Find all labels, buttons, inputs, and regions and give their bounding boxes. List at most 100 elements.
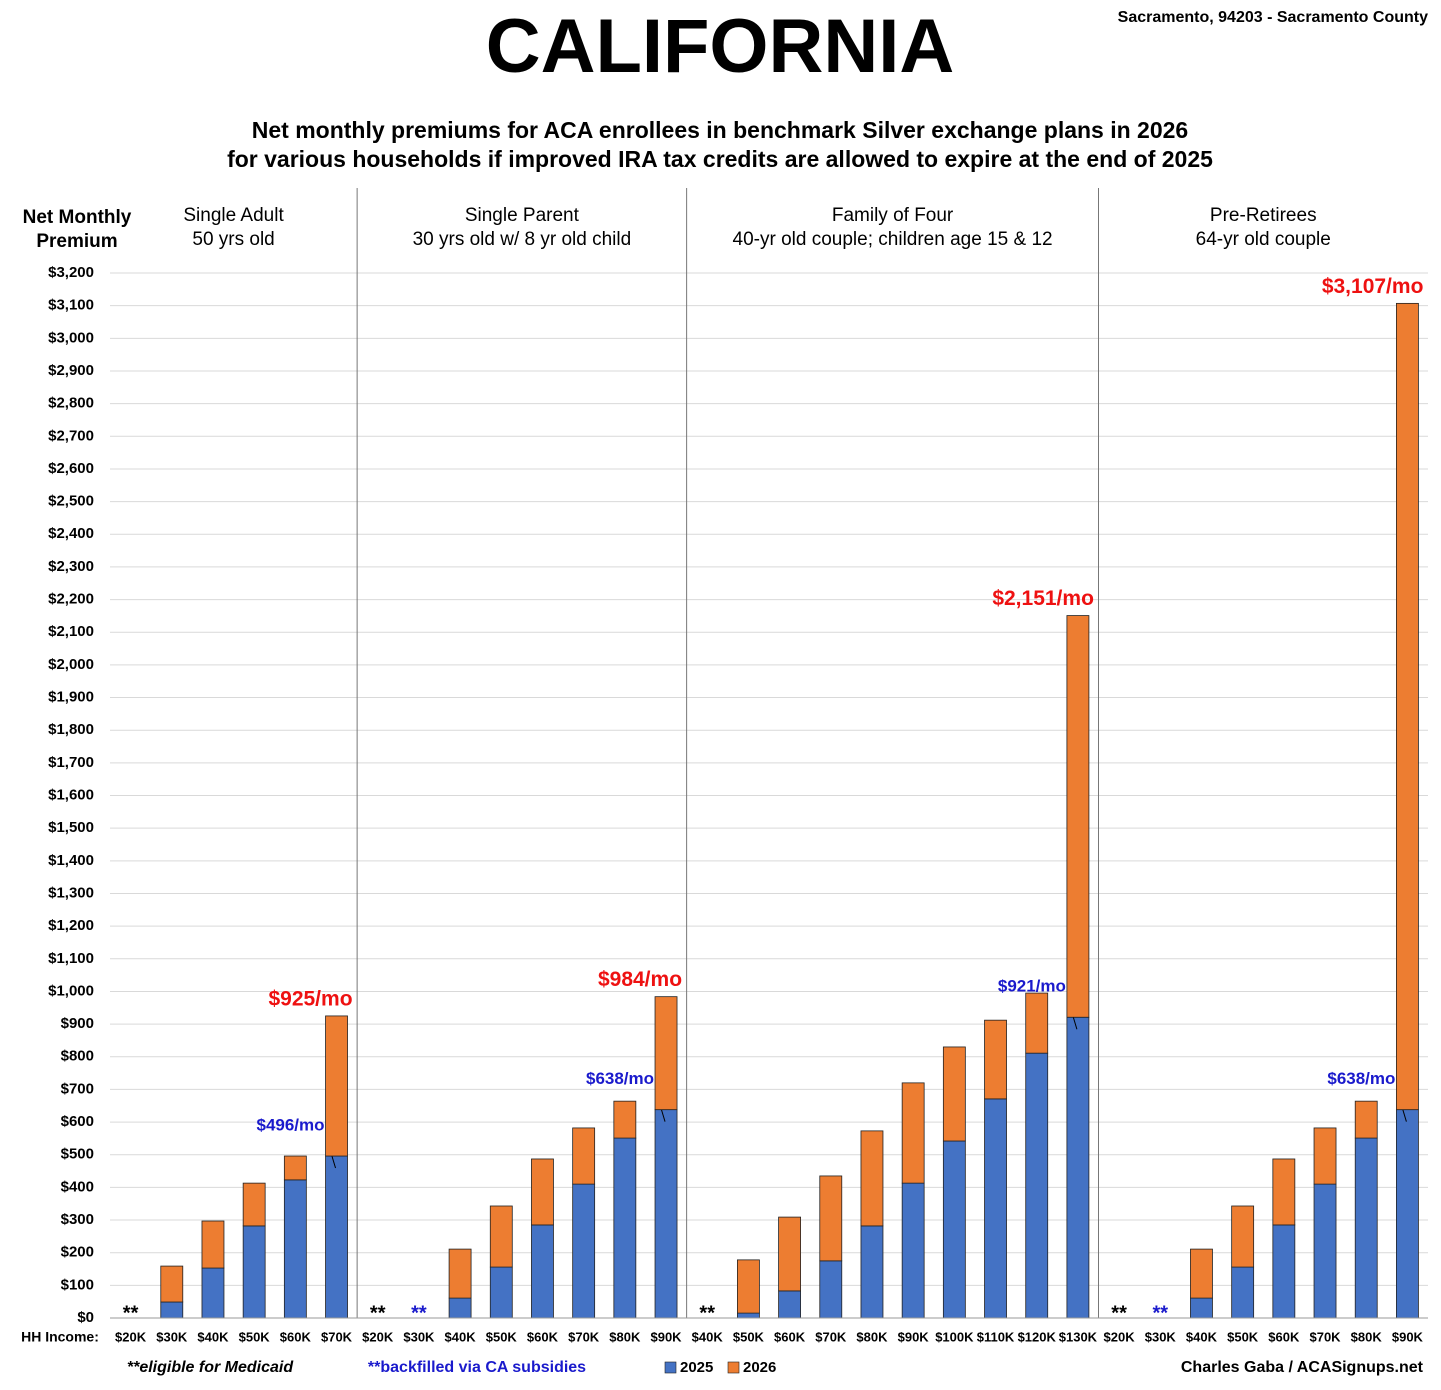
x-tick-label: $90K	[898, 1329, 930, 1344]
bar-segment	[860, 1130, 884, 1227]
x-tick-label: $40K	[1186, 1329, 1218, 1344]
note-mark: **	[123, 1302, 139, 1324]
bar-segment	[572, 1183, 596, 1319]
y-tick-label: $900	[61, 1015, 94, 1032]
bar-segment	[1025, 1052, 1049, 1319]
y-tick-label: $2,700	[48, 427, 94, 444]
bar-segment	[1231, 1266, 1255, 1319]
y-tick-label: $2,200	[48, 591, 94, 608]
bar-segment	[283, 1155, 307, 1181]
y-tick-label: $2,000	[48, 656, 94, 673]
location: Sacramento, 94203 - Sacramento County	[1118, 9, 1428, 26]
y-tick-label: $1,700	[48, 754, 94, 771]
bar-segment	[325, 1015, 348, 1157]
legend-label: 2026	[743, 1359, 776, 1376]
y-tick-label: $1,900	[48, 689, 94, 706]
bar-segment	[160, 1301, 184, 1319]
y-tick-label: $0	[77, 1309, 94, 1326]
bar-segment	[1396, 1109, 1419, 1319]
bar-segment	[242, 1225, 266, 1319]
legend-swatch	[664, 1361, 677, 1374]
y-tick-label: $3,200	[48, 264, 94, 281]
x-tick-label: $70K	[568, 1329, 600, 1344]
bar-segment	[1313, 1127, 1337, 1185]
bar-segment	[654, 1109, 678, 1319]
bar-segment	[1354, 1137, 1378, 1319]
note-mark: **	[1152, 1302, 1168, 1324]
x-tick-label: $90K	[650, 1329, 682, 1344]
y-tick-label: $1,100	[48, 950, 94, 967]
y-tick-label: $200	[61, 1244, 94, 1261]
note-mark: **	[699, 1302, 715, 1324]
subtitle: Net monthly premiums for ACA enrollees i…	[252, 117, 1188, 143]
x-tick-label: $70K	[1309, 1329, 1341, 1344]
bar-segment	[901, 1082, 925, 1184]
y-axis-label: Premium	[36, 231, 117, 252]
group-subtitle: 64-yr old couple	[1196, 229, 1331, 250]
x-tick-label: $80K	[1351, 1329, 1383, 1344]
bar-segment	[531, 1158, 554, 1226]
y-tick-label: $3,000	[48, 329, 94, 346]
value-label: $638/mo	[586, 1069, 654, 1088]
group-title: Single Parent	[465, 205, 580, 226]
bar-segment	[778, 1290, 801, 1319]
y-tick-label: $800	[61, 1048, 94, 1065]
y-axis-label: Net Monthly	[23, 207, 132, 228]
bar-segment	[489, 1205, 513, 1268]
bar-segment	[1190, 1248, 1213, 1299]
group-title: Pre-Retirees	[1210, 205, 1317, 226]
bar-segment	[984, 1019, 1007, 1100]
bar-segment	[901, 1182, 925, 1319]
x-tick-label: $50K	[733, 1329, 765, 1344]
y-tick-label: $1,200	[48, 917, 94, 934]
x-tick-label: $30K	[156, 1329, 188, 1344]
bar-segment	[613, 1137, 637, 1319]
bar-segment	[448, 1297, 472, 1319]
bar-segment	[1313, 1183, 1337, 1319]
y-tick-label: $1,500	[48, 819, 94, 836]
group-title: Family of Four	[832, 205, 954, 226]
y-tick-label: $700	[61, 1080, 94, 1097]
bar-segment	[572, 1127, 596, 1185]
x-tick-label: $90K	[1392, 1329, 1424, 1344]
bar-segment	[860, 1225, 884, 1319]
y-tick-label: $1,800	[48, 721, 94, 738]
x-tick-label: $80K	[609, 1329, 641, 1344]
bar-segment	[531, 1224, 554, 1319]
y-tick-label: $2,600	[48, 460, 94, 477]
x-tick-label: $20K	[115, 1329, 147, 1344]
bar-segment	[283, 1179, 307, 1319]
x-tick-label: $40K	[692, 1329, 724, 1344]
y-tick-label: $2,800	[48, 395, 94, 412]
y-tick-label: $2,500	[48, 493, 94, 510]
x-tick-label: $60K	[527, 1329, 559, 1344]
value-label: $921/mo	[998, 977, 1066, 996]
group-subtitle: 30 yrs old w/ 8 yr old child	[413, 229, 632, 250]
bar-segment	[1396, 302, 1419, 1111]
bar-segment	[1190, 1297, 1213, 1319]
bar-segment	[1066, 1016, 1090, 1319]
y-tick-label: $1,600	[48, 786, 94, 803]
x-tick-label: $130K	[1059, 1329, 1098, 1344]
bar-segment	[489, 1266, 513, 1319]
bar-segment	[1025, 992, 1049, 1054]
x-tick-label: $110K	[977, 1329, 1015, 1344]
y-tick-label: $3,100	[48, 297, 94, 314]
x-tick-label: $120K	[1018, 1329, 1057, 1344]
y-tick-label: $1,000	[48, 982, 94, 999]
bar-segment	[613, 1100, 637, 1139]
legend-label: 2025	[680, 1359, 713, 1376]
y-tick-label: $400	[61, 1178, 94, 1195]
total-label: $925/mo	[268, 987, 352, 1010]
x-tick-label: $50K	[239, 1329, 271, 1344]
x-tick-label: $70K	[321, 1329, 353, 1344]
y-tick-label: $2,100	[48, 623, 94, 640]
bar-segment	[1231, 1205, 1255, 1268]
bar-segment	[737, 1259, 760, 1314]
x-tick-label: $70K	[815, 1329, 847, 1344]
credit: Charles Gaba / ACASignups.net	[1181, 1359, 1424, 1376]
total-label: $3,107/mo	[1322, 275, 1424, 298]
bar-segment	[942, 1140, 966, 1319]
